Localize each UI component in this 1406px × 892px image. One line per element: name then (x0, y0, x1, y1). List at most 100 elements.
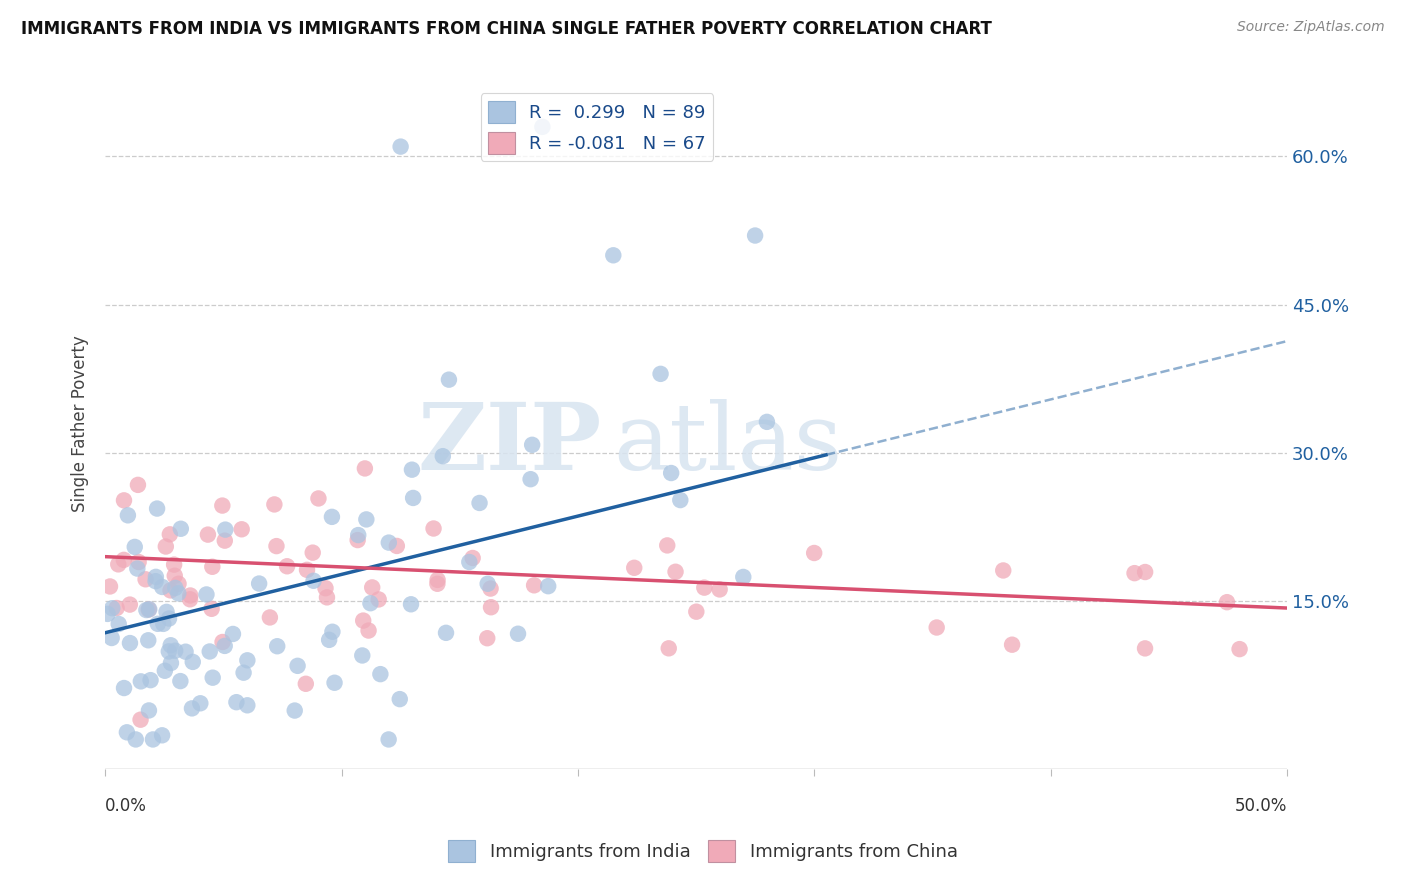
Point (214, 523, 236, 537)
Point (1133, 565, 1156, 579)
Point (399, 597, 422, 611)
Point (468, 496, 491, 510)
Point (432, 449, 454, 463)
Point (97, 607, 120, 621)
Point (100, 631, 122, 645)
Text: ZIP: ZIP (418, 399, 602, 489)
Point (222, 627, 245, 641)
Point (201, 602, 224, 616)
Point (402, 491, 425, 505)
Point (214, 533, 236, 548)
Point (276, 559, 298, 574)
Point (138, 602, 160, 616)
Point (150, 580, 173, 594)
Text: IMMIGRANTS FROM INDIA VS IMMIGRANTS FROM CHINA SINGLE FATHER POVERTY CORRELATION: IMMIGRANTS FROM INDIA VS IMMIGRANTS FROM… (21, 20, 993, 37)
Point (1229, 642, 1251, 657)
Point (307, 491, 329, 506)
Point (139, 673, 162, 687)
Point (179, 589, 201, 603)
Point (163, 568, 186, 582)
Point (477, 576, 499, 591)
Point (1216, 595, 1239, 609)
Point (112, 681, 135, 695)
Point (361, 581, 384, 595)
Legend: Immigrants from India, Immigrants from China: Immigrants from India, Immigrants from C… (441, 833, 965, 870)
Point (346, 533, 368, 547)
Point (377, 732, 399, 747)
Point (236, 653, 259, 667)
Point (321, 509, 343, 524)
Point (664, 565, 686, 579)
Point (925, 620, 948, 634)
Point (434, 625, 457, 640)
Point (523, 578, 546, 592)
Point (321, 624, 343, 639)
Point (107, 558, 129, 572)
Point (693, 581, 716, 595)
Point (709, 582, 731, 597)
Point (197, 527, 219, 541)
Point (160, 656, 183, 670)
Point (117, 508, 139, 523)
Point (356, 512, 378, 526)
Y-axis label: Single Father Poverty: Single Father Poverty (72, 334, 89, 512)
Point (259, 610, 281, 624)
Text: atlas: atlas (613, 399, 842, 489)
Point (153, 664, 176, 678)
Point (138, 602, 160, 616)
Point (169, 674, 191, 689)
Point (266, 639, 288, 653)
Point (201, 671, 224, 685)
Point (733, 570, 755, 584)
Point (98, 579, 121, 593)
Point (211, 499, 233, 513)
Point (129, 713, 152, 727)
Point (146, 616, 169, 631)
Point (165, 581, 187, 595)
Point (225, 695, 247, 709)
Point (385, 539, 408, 553)
Point (531, 120, 554, 134)
Point (669, 493, 692, 508)
Point (112, 493, 135, 508)
Point (146, 501, 169, 516)
Point (165, 644, 187, 658)
Point (157, 611, 180, 625)
Point (315, 581, 337, 595)
Point (744, 228, 766, 243)
Point (195, 587, 218, 601)
Point (357, 624, 380, 638)
Legend: R =  0.299   N = 89, R = -0.081   N = 67: R = 0.299 N = 89, R = -0.081 N = 67 (481, 94, 713, 161)
Point (155, 605, 177, 619)
Point (159, 638, 181, 652)
Point (127, 478, 149, 492)
Point (426, 576, 449, 591)
Point (142, 732, 165, 747)
Point (188, 696, 211, 710)
Point (101, 601, 124, 615)
Point (316, 591, 339, 605)
Point (519, 472, 541, 486)
Point (378, 535, 401, 549)
Point (138, 703, 160, 717)
Point (318, 632, 340, 647)
Point (352, 614, 374, 628)
Point (437, 373, 460, 387)
Point (520, 438, 543, 452)
Point (145, 574, 167, 589)
Point (128, 555, 150, 569)
Point (302, 574, 325, 588)
Point (266, 539, 288, 553)
Point (127, 561, 149, 575)
Point (657, 538, 679, 552)
Point (201, 559, 224, 574)
Point (323, 675, 346, 690)
Point (301, 546, 323, 560)
Point (159, 583, 181, 598)
Point (163, 558, 186, 572)
Point (145, 570, 167, 584)
Point (602, 248, 624, 262)
Point (124, 540, 146, 554)
Point (170, 522, 193, 536)
Point (1133, 641, 1156, 656)
